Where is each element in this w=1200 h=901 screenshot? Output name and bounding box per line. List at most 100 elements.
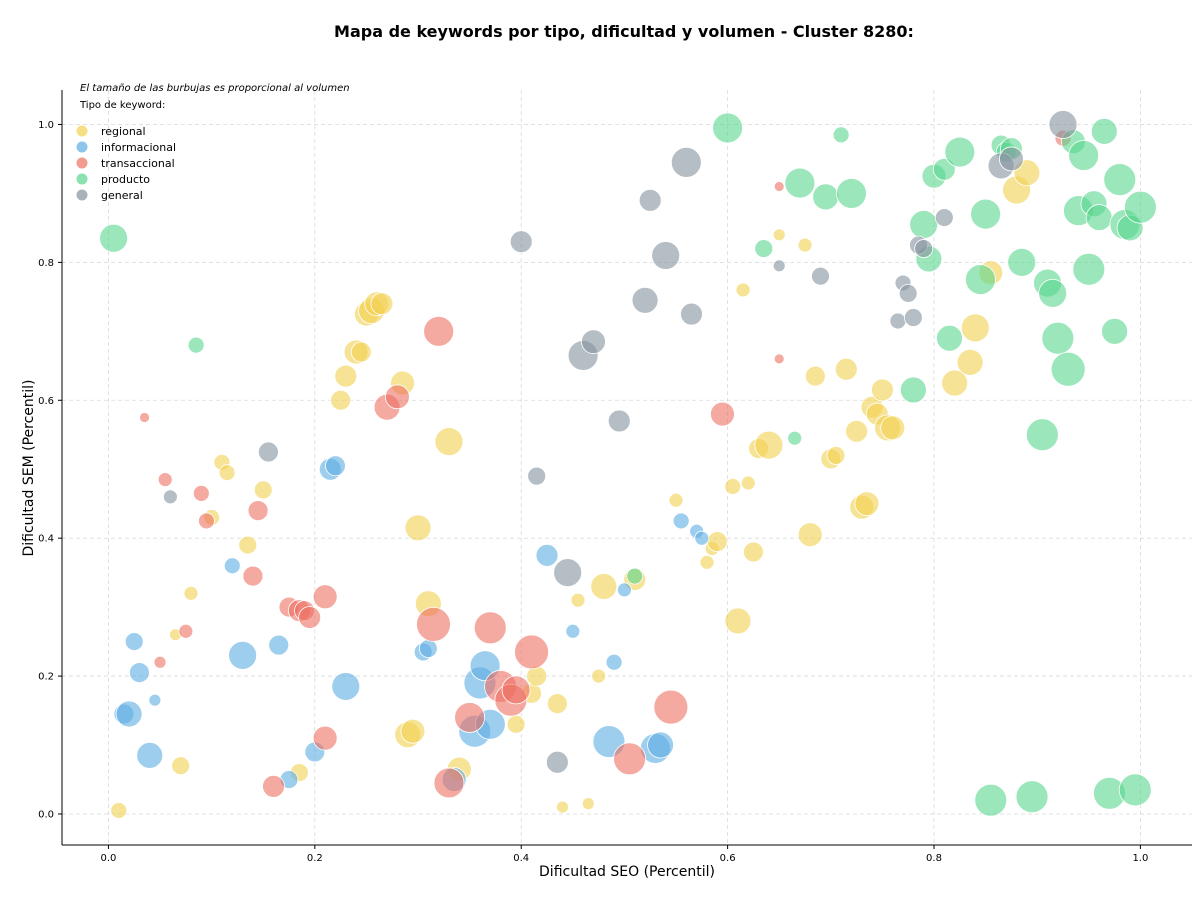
bubble-producto xyxy=(1118,773,1152,807)
bubble-informacional xyxy=(124,632,144,651)
x-tick-label: 0.8 xyxy=(926,853,942,864)
bubble-transaccional xyxy=(198,512,215,530)
bubble-regional xyxy=(434,427,464,457)
bubble-regional xyxy=(183,585,199,601)
y-ticks: 0.0 0.2 0.4 0.6 0.8 1.0 xyxy=(38,120,62,820)
legend-marker-informacional xyxy=(76,141,88,153)
bubble-general xyxy=(553,558,583,588)
bubble-general xyxy=(257,441,279,463)
bubble-producto xyxy=(712,112,744,144)
legend-marker-producto xyxy=(76,173,88,185)
x-tick-label: 1.0 xyxy=(1132,853,1148,864)
bubble-informacional xyxy=(672,512,690,530)
bubble-regional xyxy=(941,369,969,397)
bubble-informacional xyxy=(535,544,559,567)
bubble-transaccional xyxy=(242,565,264,587)
bubble-producto xyxy=(909,210,939,239)
bubble-producto xyxy=(1068,140,1100,171)
legend: regional informacional transaccional produc… xyxy=(76,125,176,202)
bubble-transaccional xyxy=(298,606,322,629)
bubble-general xyxy=(651,241,681,270)
bubble-producto xyxy=(754,239,774,258)
x-tick-label: 0.0 xyxy=(100,853,116,864)
bubble-producto xyxy=(187,336,205,354)
bubble-producto xyxy=(899,376,927,404)
bubble-transaccional xyxy=(773,181,785,192)
bubble-regional xyxy=(871,378,894,402)
bubble-informacional xyxy=(418,639,438,658)
bubble-transaccional xyxy=(139,412,150,423)
bubble-transaccional xyxy=(433,767,465,799)
bubble-producto xyxy=(784,167,816,199)
bubble-producto xyxy=(836,178,867,209)
bubble-regional xyxy=(404,514,432,542)
bubbles-layer xyxy=(99,110,1157,819)
y-tick-label: 1.0 xyxy=(38,120,54,131)
bubble-informacional xyxy=(223,557,241,575)
bubble-producto xyxy=(1103,163,1137,197)
bubble-producto xyxy=(99,223,128,253)
bubble-regional xyxy=(706,531,728,553)
bubble-informacional xyxy=(647,731,674,759)
bubble-general xyxy=(903,308,923,327)
bubble-producto xyxy=(812,183,840,211)
bubble-transaccional xyxy=(773,353,785,365)
chart-title: Mapa de keywords por tipo, dificultad y … xyxy=(334,22,914,41)
bubble-general xyxy=(999,146,1024,172)
bubble-regional xyxy=(854,491,880,517)
bubble-producto xyxy=(832,126,850,144)
bubble-regional xyxy=(591,668,607,684)
bubble-regional xyxy=(880,415,906,441)
bubble-informacional xyxy=(148,693,162,707)
bubble-general xyxy=(772,259,786,273)
bubble-transaccional xyxy=(192,484,210,502)
bubble-regional xyxy=(556,800,569,814)
bubble-regional xyxy=(350,341,372,363)
bubble-transaccional xyxy=(613,742,646,776)
bubble-producto xyxy=(1007,247,1037,277)
bubble-regional xyxy=(330,389,352,411)
bubble-producto xyxy=(1124,190,1157,224)
bubble-general xyxy=(509,230,533,254)
bubble-general xyxy=(581,329,606,355)
bubble-producto xyxy=(787,430,803,446)
bubble-producto xyxy=(970,198,1002,230)
bubble-general xyxy=(638,188,662,212)
bubble-informacional xyxy=(128,662,150,684)
bubble-transaccional xyxy=(178,623,194,639)
bubble-general xyxy=(680,302,703,326)
bubble-producto xyxy=(1090,117,1118,145)
bubble-regional xyxy=(735,282,751,298)
bubble-regional xyxy=(797,522,823,548)
bubble-transaccional xyxy=(710,401,735,427)
y-tick-label: 0.0 xyxy=(38,809,54,820)
bubble-informacional xyxy=(136,741,164,769)
bubble-informacional xyxy=(605,653,623,671)
bubble-producto xyxy=(944,136,976,168)
bubble-general xyxy=(811,266,830,286)
bubble-informacional xyxy=(565,623,581,639)
bubble-producto xyxy=(1025,418,1059,452)
bubble-transaccional xyxy=(153,655,167,669)
bubble-transaccional xyxy=(262,774,285,798)
bubble-regional xyxy=(546,693,568,715)
bubble-regional xyxy=(826,446,846,465)
bubble-transaccional xyxy=(473,611,507,645)
bubble-transaccional xyxy=(157,472,173,487)
bubble-regional xyxy=(253,480,273,500)
bubble-informacional xyxy=(325,455,346,477)
bubble-informacional xyxy=(268,634,290,656)
y-axis-label: Dificultad SEM (Percentil) xyxy=(21,380,37,557)
bubble-regional xyxy=(797,237,813,253)
y-tick-label: 0.6 xyxy=(38,396,54,407)
bubble-regional xyxy=(400,718,426,744)
bubble-regional xyxy=(590,573,618,600)
bubble-producto xyxy=(1015,780,1049,814)
bubble-regional xyxy=(334,364,358,388)
x-ticks: 0.0 0.2 0.4 0.6 0.8 1.0 xyxy=(100,845,1148,864)
bubble-informacional xyxy=(694,530,710,546)
bubble-regional xyxy=(668,492,684,508)
y-tick-label: 0.4 xyxy=(38,534,54,545)
bubble-producto xyxy=(1101,317,1129,345)
